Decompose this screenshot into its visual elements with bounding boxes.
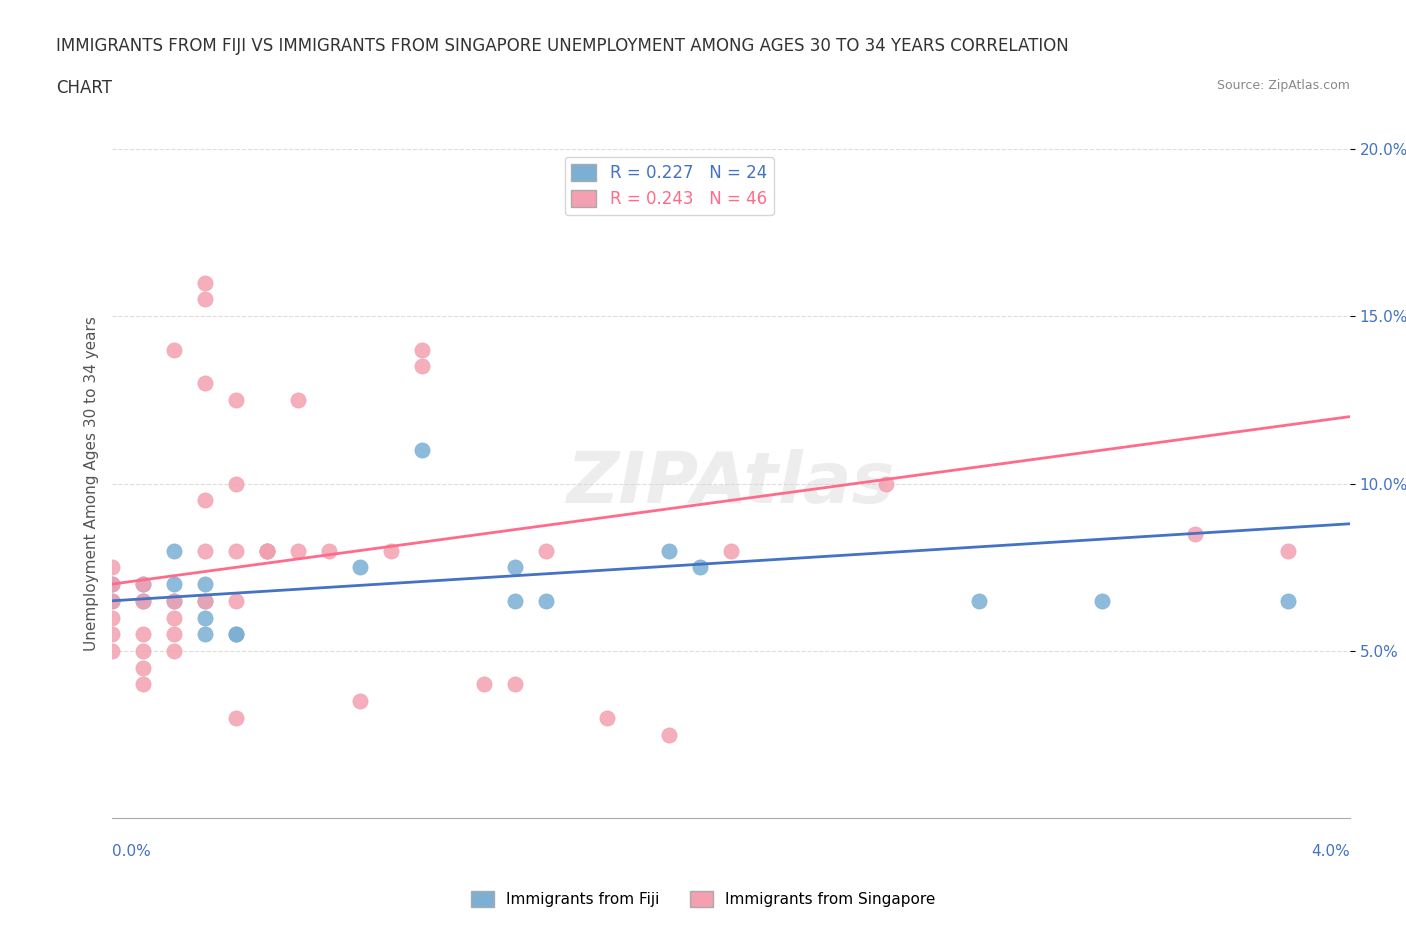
Text: 0.0%: 0.0% [112, 844, 152, 858]
Point [163, 342, 186, 357]
Point [225, 476, 247, 491]
Point [101, 577, 124, 591]
Point [349, 694, 371, 709]
Point [256, 543, 278, 558]
Point [163, 593, 186, 608]
Point [380, 543, 402, 558]
Point [132, 627, 155, 642]
Point [720, 543, 742, 558]
Point [658, 727, 681, 742]
Point [163, 543, 186, 558]
Point [194, 275, 217, 290]
Y-axis label: Unemployment Among Ages 30 to 34 years: Unemployment Among Ages 30 to 34 years [83, 316, 98, 651]
Point [411, 443, 433, 458]
Point [534, 593, 557, 608]
Point [163, 644, 186, 658]
Point [132, 593, 155, 608]
Point [163, 610, 186, 625]
Point [534, 543, 557, 558]
Point [101, 627, 124, 642]
Text: 4.0%: 4.0% [1310, 844, 1350, 858]
Point [287, 543, 309, 558]
Point [256, 543, 278, 558]
Point [194, 593, 217, 608]
Point [132, 677, 155, 692]
Point [1277, 593, 1299, 608]
Point [1277, 543, 1299, 558]
Point [1091, 593, 1114, 608]
Point [225, 627, 247, 642]
Point [163, 627, 186, 642]
Point [194, 610, 217, 625]
Point [194, 627, 217, 642]
Point [101, 593, 124, 608]
Point [411, 359, 433, 374]
Point [194, 292, 217, 307]
Point [132, 593, 155, 608]
Point [194, 376, 217, 391]
Point [225, 711, 247, 725]
Point [596, 711, 619, 725]
Point [503, 560, 526, 575]
Point [225, 543, 247, 558]
Text: ZIPAtlas: ZIPAtlas [567, 449, 896, 518]
Point [163, 593, 186, 608]
Point [132, 644, 155, 658]
Point [689, 560, 711, 575]
Legend: R = 0.227   N = 24, R = 0.243   N = 46: R = 0.227 N = 24, R = 0.243 N = 46 [565, 157, 773, 215]
Point [658, 543, 681, 558]
Text: CHART: CHART [56, 79, 112, 97]
Point [132, 660, 155, 675]
Point [101, 644, 124, 658]
Legend: Immigrants from Fiji, Immigrants from Singapore: Immigrants from Fiji, Immigrants from Si… [464, 884, 942, 913]
Point [256, 543, 278, 558]
Point [163, 577, 186, 591]
Point [503, 677, 526, 692]
Text: IMMIGRANTS FROM FIJI VS IMMIGRANTS FROM SINGAPORE UNEMPLOYMENT AMONG AGES 30 TO : IMMIGRANTS FROM FIJI VS IMMIGRANTS FROM … [56, 37, 1069, 55]
Point [194, 593, 217, 608]
Text: Source: ZipAtlas.com: Source: ZipAtlas.com [1216, 79, 1350, 92]
Point [132, 577, 155, 591]
Point [101, 610, 124, 625]
Point [967, 593, 990, 608]
Point [101, 593, 124, 608]
Point [225, 593, 247, 608]
Point [411, 342, 433, 357]
Point [503, 593, 526, 608]
Point [132, 577, 155, 591]
Point [225, 392, 247, 407]
Point [349, 560, 371, 575]
Point [318, 543, 340, 558]
Point [875, 476, 897, 491]
Point [225, 627, 247, 642]
Point [472, 677, 495, 692]
Point [1184, 526, 1206, 541]
Point [101, 560, 124, 575]
Point [194, 577, 217, 591]
Point [194, 493, 217, 508]
Point [101, 577, 124, 591]
Point [287, 392, 309, 407]
Point [194, 543, 217, 558]
